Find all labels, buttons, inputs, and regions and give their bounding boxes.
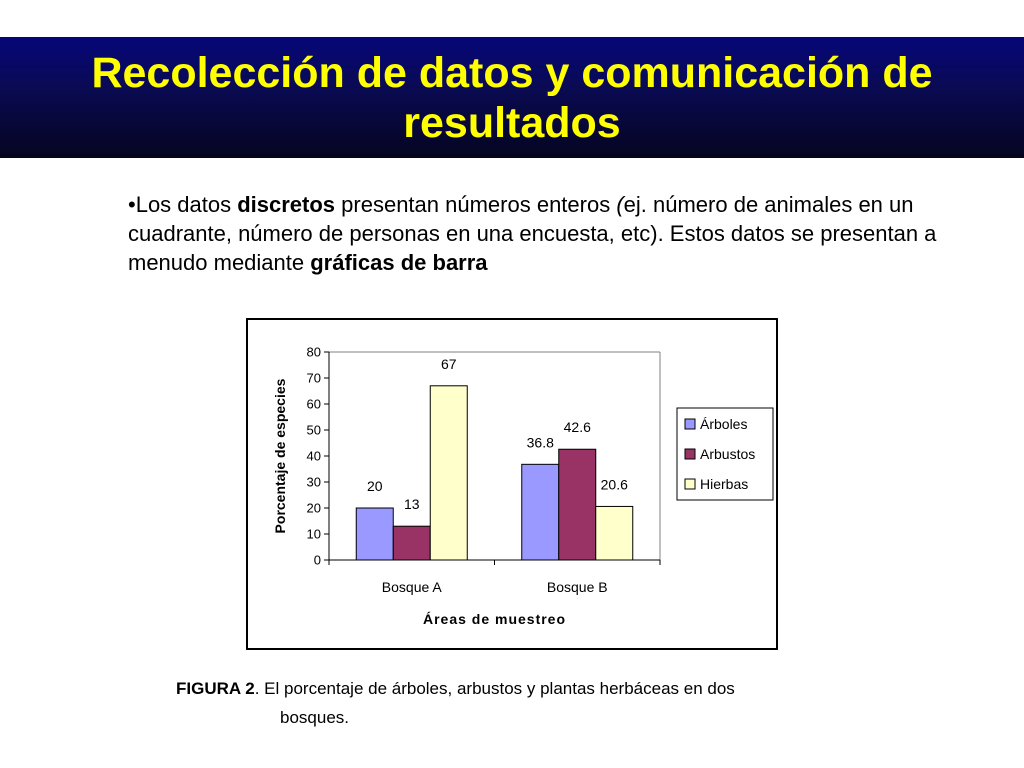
data-label: 42.6 [564, 419, 591, 435]
bullet-bold-discretos: discretos [237, 192, 336, 217]
y-tick-label: 70 [307, 371, 321, 386]
bar [429, 385, 468, 561]
data-label: 20.6 [601, 476, 628, 492]
bar-chart: 0 10 20 30 40 50 60 70 80 20 13 67 Bosque A 36.8 42.6 2… [272, 345, 774, 627]
caption-text-line-1: . El porcentaje de árboles, arbustos y p… [254, 679, 735, 698]
figure-caption: FIGURA 2. El porcentaje de árboles, arbu… [176, 674, 896, 732]
bullet-paren: ( [616, 192, 624, 217]
legend-swatch [684, 478, 696, 490]
y-tick-label: 10 [307, 527, 321, 542]
bar [521, 463, 560, 561]
legend-label: Árboles [700, 416, 747, 432]
bar [558, 448, 597, 561]
data-label: 20 [367, 478, 383, 494]
x-tick-label: Bosque A [382, 579, 443, 595]
bar [355, 507, 394, 561]
bar [595, 505, 634, 561]
bullet-bold-graficas: gráficas de barra [310, 250, 488, 275]
y-tick-label: 20 [307, 501, 321, 516]
bullet-text-part-1: Los datos [135, 192, 238, 217]
bullet-text: •Los datos discretos presentan números e… [128, 190, 958, 277]
bullet-marker: • [128, 192, 136, 217]
legend-swatch [684, 448, 696, 460]
legend-swatch [684, 418, 696, 430]
data-label: 67 [441, 356, 457, 372]
caption-text-line-2: bosques. [280, 708, 349, 727]
y-tick-label: 60 [307, 397, 321, 412]
bullet-text-part-2: presentan números enteros [335, 192, 617, 217]
y-axis-title: Porcentaje de especies [272, 378, 288, 533]
chart-frame: 0 10 20 30 40 50 60 70 80 20 13 67 Bosque A 36.8 42.6 2… [246, 318, 778, 650]
caption-label: FIGURA 2 [176, 679, 255, 698]
y-tick-label: 80 [307, 345, 321, 360]
title-bar: Recolección de datos y comunicación de r… [0, 37, 1024, 158]
bar [392, 525, 431, 561]
bullet-text-part-3: ej. número de animales en un cuadrante, … [128, 192, 937, 275]
legend-label: Arbustos [700, 446, 755, 462]
legend-label: Hierbas [700, 476, 748, 492]
y-tick-label: 40 [307, 449, 321, 464]
x-axis-title: Áreas de muestreo [423, 611, 566, 627]
data-label: 36.8 [527, 434, 554, 450]
y-tick-label: 0 [314, 553, 321, 568]
slide-title: Recolección de datos y comunicación de r… [91, 48, 933, 147]
plot-area: 0 10 20 30 40 50 60 70 80 20 13 67 Bosque A 36.8 42.6 2… [272, 345, 774, 627]
data-label: 13 [404, 496, 420, 512]
x-tick-label: Bosque B [547, 579, 608, 595]
y-tick-label: 30 [307, 475, 321, 490]
y-tick-label: 50 [307, 423, 321, 438]
